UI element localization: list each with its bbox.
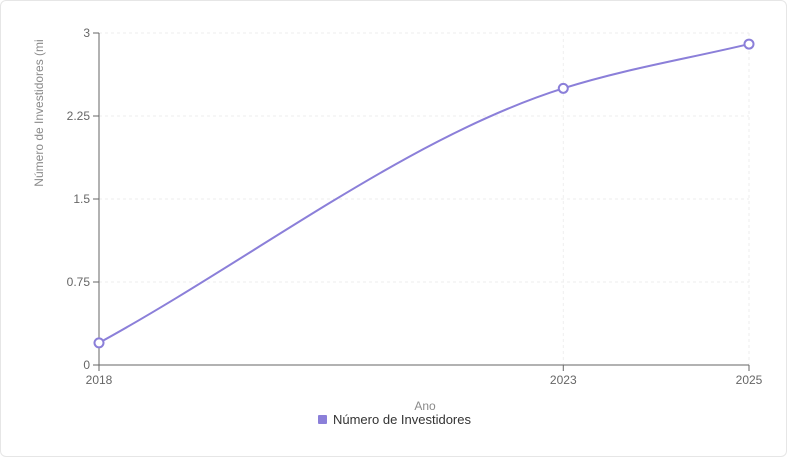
y-tick-label: 3 [83,26,90,40]
y-tick-label: 1.5 [73,192,90,206]
y-tick-label: 0.75 [67,275,91,289]
x-axis-ticks: 2018 2023 2025 [86,365,763,387]
grid-lines [98,32,750,365]
legend-label: Número de Investidores [332,412,471,427]
series-layer [93,38,755,349]
series-line [98,43,750,344]
data-point[interactable] [557,82,569,94]
legend[interactable]: Número de Investidores [1,412,787,427]
y-axis-ticks: 0 0.75 1.5 2.25 3 [67,26,99,372]
data-point[interactable] [743,38,755,50]
data-point[interactable] [93,337,105,349]
x-axis-title: Ano [414,399,436,413]
legend-swatch [317,415,327,424]
y-tick-label: 0 [83,358,90,372]
x-tick-label: 2018 [86,373,113,387]
y-tick-label: 2.25 [67,109,91,123]
x-tick-label: 2025 [736,373,763,387]
y-axis-title: Número de Investidores (mi [32,39,46,186]
x-tick-label: 2023 [550,373,577,387]
